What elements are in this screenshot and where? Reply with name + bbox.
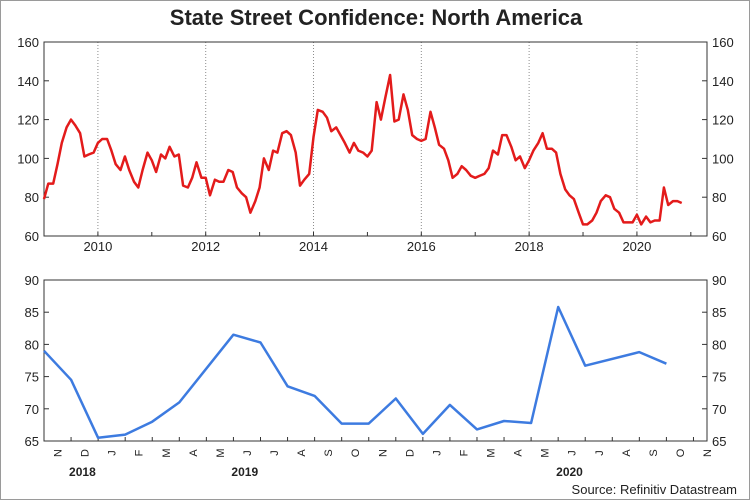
bottom-month-label: J bbox=[567, 450, 579, 456]
top-series-line bbox=[44, 75, 682, 224]
bottom-ytick-label-left: 65 bbox=[25, 434, 39, 449]
bottom-month-label: O bbox=[675, 448, 687, 457]
bottom-month-label: F bbox=[134, 449, 146, 456]
bottom-month-label: S bbox=[323, 449, 335, 456]
top-ytick-label-right: 160 bbox=[712, 35, 734, 50]
top-ytick-label-right: 140 bbox=[712, 74, 734, 89]
bottom-month-label: J bbox=[269, 450, 281, 456]
bottom-ytick-label-left: 75 bbox=[25, 370, 39, 385]
top-xtick-label-2014: 2014 bbox=[299, 239, 328, 254]
top-xtick-label-2010: 2010 bbox=[83, 239, 112, 254]
bottom-month-label: M bbox=[161, 448, 173, 457]
bottom-ytick-label-right: 80 bbox=[712, 337, 726, 352]
bottom-month-label: O bbox=[350, 448, 362, 457]
bottom-month-label: D bbox=[404, 449, 416, 457]
bottom-panel: 65 65 70 70 75 75 80 80 85 85 90 90 N D J F M A M J J A S O N D J F… bbox=[25, 273, 727, 479]
top-ytick-label-right: 100 bbox=[712, 151, 734, 166]
top-xtick-label-2016: 2016 bbox=[407, 239, 436, 254]
bottom-month-label: J bbox=[107, 450, 119, 456]
top-xtick-label-2012: 2012 bbox=[191, 239, 220, 254]
bottom-ytick-label-right: 90 bbox=[712, 273, 726, 288]
bottom-month-label: M bbox=[486, 448, 498, 457]
bottom-year-label-2019: 2019 bbox=[231, 465, 258, 479]
bottom-year-label-2020: 2020 bbox=[556, 465, 583, 479]
top-ytick-label-left: 120 bbox=[17, 113, 39, 128]
top-ytick-label-right: 80 bbox=[712, 190, 726, 205]
source-note: Source: Refinitiv Datastream bbox=[572, 482, 737, 497]
bottom-month-label: D bbox=[80, 449, 92, 457]
top-xtick-label-2018: 2018 bbox=[515, 239, 544, 254]
top-ytick-label-right: 120 bbox=[712, 113, 734, 128]
top-ytick-label-left: 160 bbox=[17, 35, 39, 50]
bottom-ytick-label-right: 85 bbox=[712, 305, 726, 320]
bottom-ytick-label-left: 80 bbox=[25, 337, 39, 352]
bottom-ytick-label-left: 85 bbox=[25, 305, 39, 320]
bottom-series-line bbox=[44, 307, 666, 438]
top-ytick-label-right: 60 bbox=[712, 229, 726, 244]
top-panel: 60 60 80 80 100 100 120 120 140 140 160 160 2010 2012… bbox=[17, 35, 733, 254]
top-ytick-label-left: 60 bbox=[25, 229, 39, 244]
bottom-month-label: N bbox=[377, 449, 389, 457]
bottom-ytick-label-left: 90 bbox=[25, 273, 39, 288]
top-plot-area bbox=[44, 42, 707, 236]
top-xtick-label-2020: 2020 bbox=[622, 239, 651, 254]
bottom-month-label: N bbox=[702, 449, 714, 457]
top-ytick-label-left: 100 bbox=[17, 151, 39, 166]
top-ytick-label-left: 80 bbox=[25, 190, 39, 205]
bottom-month-label: N bbox=[53, 449, 65, 457]
bottom-ytick-label-right: 70 bbox=[712, 402, 726, 417]
chart-title: State Street Confidence: North America bbox=[170, 5, 583, 30]
bottom-month-label: M bbox=[540, 448, 552, 457]
bottom-month-label: J bbox=[242, 450, 254, 456]
bottom-month-label: A bbox=[296, 449, 308, 457]
bottom-month-label: A bbox=[621, 449, 633, 457]
top-ytick-label-left: 140 bbox=[17, 74, 39, 89]
bottom-ytick-label-right: 65 bbox=[712, 434, 726, 449]
bottom-year-label-2018: 2018 bbox=[69, 465, 96, 479]
bottom-month-label: F bbox=[458, 449, 470, 456]
bottom-month-label: S bbox=[648, 449, 660, 456]
bottom-ytick-label-left: 70 bbox=[25, 402, 39, 417]
bottom-month-label: A bbox=[513, 449, 525, 457]
bottom-month-label: J bbox=[594, 450, 606, 456]
bottom-month-label: A bbox=[188, 449, 200, 457]
bottom-ytick-label-right: 75 bbox=[712, 370, 726, 385]
bottom-month-label: J bbox=[431, 450, 443, 456]
bottom-month-label: M bbox=[215, 448, 227, 457]
